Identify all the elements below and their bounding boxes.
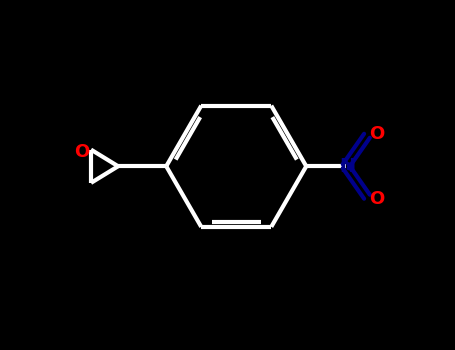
Text: O: O (369, 190, 384, 208)
Text: O: O (74, 143, 89, 161)
Text: N: N (340, 157, 356, 176)
Text: O: O (369, 125, 384, 142)
